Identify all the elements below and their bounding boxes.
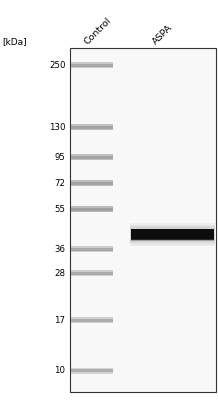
Bar bbox=[71, 272, 113, 274]
Bar bbox=[130, 225, 215, 245]
Text: 130: 130 bbox=[49, 123, 65, 132]
Bar bbox=[131, 239, 214, 241]
Bar bbox=[71, 64, 113, 67]
Text: 250: 250 bbox=[49, 61, 65, 70]
Bar bbox=[71, 208, 113, 210]
Bar bbox=[71, 248, 113, 251]
Bar bbox=[71, 246, 113, 252]
Bar bbox=[130, 227, 215, 242]
Bar bbox=[71, 182, 113, 185]
Bar bbox=[131, 230, 214, 240]
Bar bbox=[71, 206, 113, 212]
Bar bbox=[71, 156, 113, 159]
Bar bbox=[71, 369, 113, 372]
Bar bbox=[71, 368, 113, 374]
Bar bbox=[130, 224, 215, 246]
Text: 55: 55 bbox=[54, 204, 65, 214]
Bar bbox=[70, 48, 216, 392]
Bar bbox=[71, 270, 113, 276]
Text: 36: 36 bbox=[54, 245, 65, 254]
Text: 17: 17 bbox=[54, 316, 65, 325]
Text: ASPA: ASPA bbox=[151, 22, 174, 46]
Bar bbox=[71, 318, 113, 324]
Text: Control: Control bbox=[82, 16, 113, 46]
Text: 28: 28 bbox=[54, 268, 65, 278]
Bar bbox=[130, 226, 215, 244]
Bar bbox=[71, 62, 113, 68]
Bar bbox=[71, 180, 113, 186]
Text: [kDa]: [kDa] bbox=[2, 37, 27, 46]
Text: 10: 10 bbox=[54, 366, 65, 375]
Text: 95: 95 bbox=[54, 153, 65, 162]
Text: 72: 72 bbox=[54, 179, 65, 188]
Bar bbox=[71, 126, 113, 129]
Bar bbox=[71, 124, 113, 130]
Bar bbox=[71, 319, 113, 322]
Bar bbox=[71, 154, 113, 160]
